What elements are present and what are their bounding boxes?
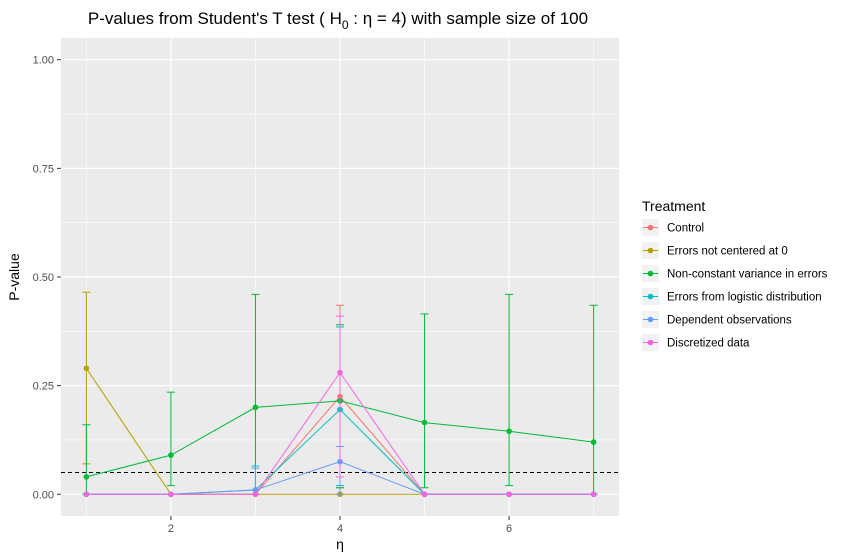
legend: Treatment Control Errors not centered at … [642, 198, 828, 351]
x-axis-title: η [336, 536, 344, 552]
data-point [83, 365, 90, 372]
y-tick-label: 0.50 [33, 272, 54, 284]
legend-items: Control Errors not centered at 0 Non-const… [642, 219, 828, 351]
data-point [421, 419, 428, 426]
legend-item: Dependent observations [642, 311, 792, 328]
legend-key-point [647, 224, 654, 231]
legend-label: Control [667, 223, 704, 235]
legend-label: Errors not centered at 0 [667, 246, 788, 258]
legend-title: Treatment [642, 198, 705, 214]
legend-key-point [647, 270, 654, 277]
data-point [506, 428, 512, 435]
legend-label: Dependent observations [667, 315, 792, 327]
axis-layer: 2 4 6 0.00 0.25 0.50 0.75 1.00 [33, 55, 513, 535]
legend-item: Errors not centered at 0 [642, 242, 788, 259]
legend-key-point [647, 293, 654, 300]
data-point [83, 474, 90, 480]
chart-title-suffix: : η = 4) with sample size of 100 [349, 9, 589, 28]
legend-key-point [647, 247, 654, 254]
data-point [252, 491, 259, 498]
y-tick-label: 0.75 [33, 163, 54, 175]
data-point [337, 369, 343, 376]
legend-key-point [647, 316, 654, 323]
legend-item: Control [642, 219, 704, 236]
legend-label: Errors from logistic distribution [667, 292, 822, 304]
y-axis-title: P-value [6, 253, 22, 301]
chart-title-prefix: P-values from Student's T test ( H [88, 9, 342, 28]
x-tick-label: 6 [506, 523, 512, 535]
legend-item: Non-constant variance in errors [642, 265, 828, 282]
legend-key-point [647, 339, 654, 346]
data-point [590, 439, 597, 445]
data-point [590, 491, 597, 498]
chart-title: P-values from Student's T test ( H0 : η … [88, 9, 588, 32]
x-tick-label: 2 [168, 523, 174, 535]
y-tick-label: 0.25 [33, 381, 54, 393]
x-tick-label: 4 [337, 523, 343, 535]
series-layer [82, 291, 598, 498]
data-point [252, 404, 259, 411]
data-point [252, 487, 259, 493]
legend-label: Discretized data [667, 338, 750, 350]
legend-item: Discretized data [642, 334, 750, 351]
data-point [506, 491, 512, 498]
data-point [421, 491, 428, 498]
data-point [168, 452, 174, 458]
legend-label: Non-constant variance in errors [667, 269, 828, 281]
y-tick-label: 0.00 [33, 489, 54, 501]
data-point [83, 491, 90, 498]
series-group [83, 315, 597, 498]
y-tick-label: 1.00 [33, 55, 54, 67]
legend-item: Errors from logistic distribution [642, 288, 822, 305]
chart-title-subscript: 0 [342, 18, 349, 32]
data-point [168, 491, 174, 498]
